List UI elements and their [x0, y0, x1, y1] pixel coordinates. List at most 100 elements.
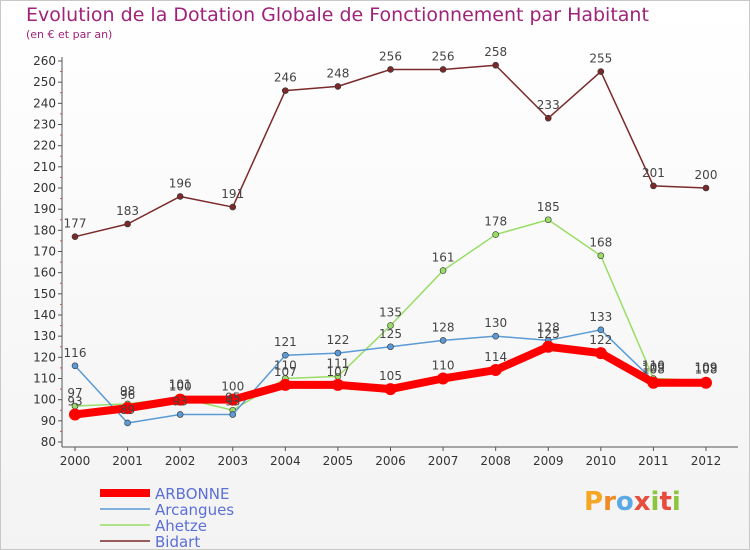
- data-point-arcangues: [71, 362, 79, 370]
- series-layer: [69, 61, 712, 427]
- data-label-bidart: 248: [326, 66, 349, 80]
- data-point-arbonne: [542, 340, 555, 353]
- data-label-bidart: 233: [537, 98, 560, 112]
- data-label-bidart: 191: [221, 187, 244, 201]
- data-label-arbonne: 108: [695, 363, 718, 377]
- y-tick-label: 210: [33, 160, 56, 174]
- x-tick-label: 2011: [638, 454, 669, 468]
- y-tick-label: 90: [41, 414, 56, 428]
- legend-label-ahetze: Ahetze: [155, 517, 207, 535]
- y-tick-label: 220: [33, 139, 56, 153]
- data-point-arcangues: [176, 411, 184, 418]
- data-label-arcangues: 128: [537, 320, 560, 334]
- data-label-ahetze: 135: [379, 306, 402, 320]
- data-label-bidart: 246: [274, 71, 297, 85]
- data-label-arbonne: 96: [120, 388, 135, 402]
- x-tick-label: 2010: [586, 454, 617, 468]
- chart-title: Evolution de la Dotation Globale de Fonc…: [26, 4, 649, 26]
- y-tick-label: 260: [33, 54, 56, 68]
- y-tick-label: 190: [33, 202, 56, 216]
- x-tick-label: 2005: [323, 454, 354, 468]
- y-tick-label: 80: [41, 435, 56, 449]
- data-point-arbonne: [174, 393, 187, 406]
- y-tick-label: 120: [33, 350, 56, 364]
- data-label-ahetze: 101: [169, 378, 192, 392]
- data-label-ahetze: 110: [642, 359, 665, 373]
- data-label-arcangues: 93: [173, 394, 188, 408]
- data-point-bidart: [282, 87, 289, 94]
- data-point-ahetze: [439, 267, 447, 274]
- data-point-bidart: [124, 220, 131, 228]
- data-label-ahetze: 109: [695, 361, 718, 375]
- data-label-arcangues: 89: [120, 403, 135, 417]
- y-tick-label: 130: [33, 329, 56, 343]
- data-point-bidart: [229, 203, 237, 211]
- data-label-arbonne: 100: [221, 380, 244, 394]
- data-label-bidart: 183: [116, 204, 139, 218]
- data-label-arcangues: 109: [695, 361, 718, 375]
- data-point-ahetze: [544, 216, 552, 224]
- data-label-ahetze: 178: [484, 215, 507, 229]
- data-label-arcangues: 122: [326, 333, 349, 347]
- data-point-bidart: [439, 66, 447, 73]
- data-label-arcangues: 121: [274, 335, 297, 349]
- data-point-bidart: [492, 61, 499, 69]
- x-tick-label: 2008: [480, 454, 511, 468]
- legend-label-arbonne: ARBONNE: [155, 485, 229, 503]
- data-label-arbonne: 110: [432, 359, 455, 373]
- data-label-ahetze: 185: [537, 200, 560, 214]
- data-label-arbonne: 107: [326, 365, 349, 379]
- data-point-arbonne: [489, 364, 502, 377]
- data-label-arcangues: 93: [225, 394, 240, 408]
- data-point-bidart: [597, 68, 605, 75]
- data-label-arbonne: 105: [379, 369, 402, 383]
- data-label-arcangues: 128: [432, 320, 455, 334]
- data-label-arbonne: 122: [589, 333, 612, 347]
- data-point-arbonne: [226, 393, 239, 406]
- data-point-arcangues: [439, 337, 447, 344]
- data-point-arbonne: [437, 372, 450, 385]
- data-label-arbonne: 93: [67, 394, 82, 408]
- data-label-bidart: 201: [642, 166, 665, 180]
- y-tick-label: 160: [33, 266, 56, 280]
- data-label-bidart: 196: [169, 176, 192, 190]
- y-tick-label: 150: [33, 287, 56, 301]
- data-label-bidart: 258: [484, 45, 507, 59]
- data-point-arcangues: [597, 326, 605, 334]
- data-label-ahetze: 97: [67, 386, 82, 400]
- y-tick-label: 100: [33, 393, 56, 407]
- data-point-bidart: [334, 83, 342, 90]
- data-point-ahetze: [387, 322, 394, 329]
- data-label-arbonne: 100: [169, 380, 192, 394]
- axes: 8090100110120130140150160170180190200210…: [33, 54, 738, 468]
- proxiti-logo: Proxiti: [584, 487, 681, 517]
- data-point-bidart: [544, 114, 552, 122]
- data-label-arbonne: 107: [274, 365, 297, 379]
- y-tick-label: 140: [33, 308, 56, 322]
- data-label-arcangues: 130: [484, 316, 507, 330]
- y-tick-label: 110: [33, 372, 56, 386]
- data-point-ahetze: [597, 252, 605, 260]
- data-label-ahetze: 98: [120, 384, 135, 398]
- x-tick-label: 2009: [533, 454, 564, 468]
- data-point-arcangues: [387, 343, 394, 351]
- data-point-bidart: [650, 182, 657, 190]
- y-tick-label: 200: [33, 181, 56, 195]
- data-label-bidart: 256: [379, 49, 402, 63]
- data-label-ahetze: 111: [326, 356, 349, 370]
- data-label-bidart: 255: [589, 52, 612, 66]
- legend-label-bidart: Bidart: [155, 533, 200, 550]
- data-point-ahetze: [492, 231, 499, 238]
- data-label-bidart: 256: [432, 49, 455, 63]
- x-tick-label: 2012: [691, 454, 722, 468]
- data-labels-layer: 177 183 196 191 246 248 256 256 258 233 255 201 200 9…: [64, 45, 718, 417]
- data-label-arcangues: 116: [64, 346, 87, 360]
- data-point-arbonne: [700, 376, 712, 389]
- y-tick-label: 240: [33, 96, 56, 110]
- data-label-ahetze: 161: [432, 251, 455, 265]
- data-label-ahetze: 95: [225, 390, 240, 404]
- x-tick-label: 2004: [270, 454, 301, 468]
- data-point-arbonne: [594, 347, 607, 360]
